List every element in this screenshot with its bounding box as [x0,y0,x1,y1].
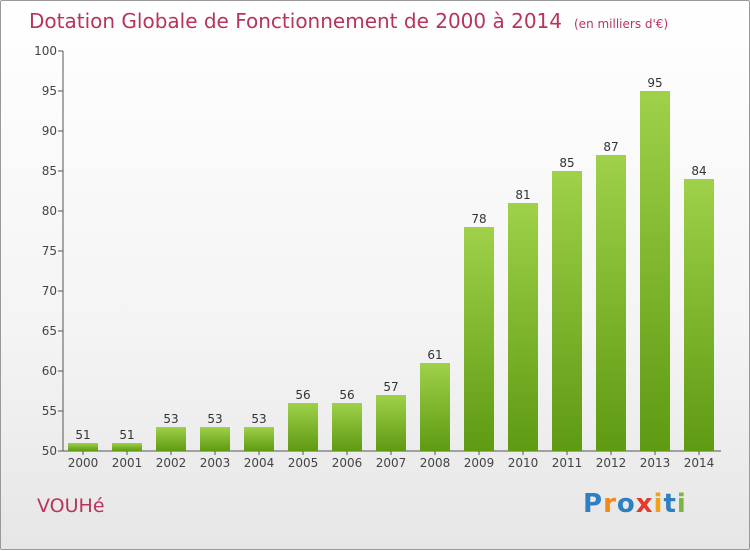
x-tick-label: 2014 [684,456,715,470]
data-label: 53 [163,412,178,426]
x-tick-label: 2004 [244,456,275,470]
data-label: 81 [515,188,530,202]
logo-letter: i [676,489,687,519]
x-tick-label: 2013 [640,456,671,470]
data-label: 53 [207,412,222,426]
logo-letter: i [653,489,664,519]
data-label: 87 [603,140,618,154]
y-tick-label: 55 [42,404,57,418]
bar [112,443,142,451]
logo-letter: t [663,489,677,519]
bar [640,91,670,451]
chart-title: Dotation Globale de Fonctionnement de 20… [29,9,668,33]
bar [68,443,98,451]
x-tick-label: 2012 [596,456,627,470]
x-tick-label: 2002 [156,456,187,470]
data-label: 78 [471,212,486,226]
chart-title-unit: (en milliers d'€) [574,17,669,31]
x-tick-label: 2007 [376,456,407,470]
y-tick-label: 80 [42,204,57,218]
data-label: 85 [559,156,574,170]
logo-letter: P [583,489,604,519]
data-label: 95 [647,76,662,90]
data-label: 56 [339,388,354,402]
bar [596,155,626,451]
data-label: 51 [119,428,134,442]
bar [156,427,186,451]
bar [552,171,582,451]
commune-name: VOUHé [37,495,105,517]
data-label: 51 [75,428,90,442]
logo-letter: x [635,489,654,519]
data-label: 61 [427,348,442,362]
data-label: 57 [383,380,398,394]
x-tick-label: 2000 [68,456,99,470]
x-tick-label: 2008 [420,456,451,470]
y-tick-label: 70 [42,284,57,298]
y-axis: 50 55 60 65 70 75 80 85 90 95 100 [34,44,64,458]
x-tick-label: 2005 [288,456,319,470]
bars [68,91,714,451]
bar [508,203,538,451]
bar [420,363,450,451]
y-tick-label: 60 [42,364,57,378]
y-tick-label: 50 [42,444,57,458]
y-tick-label: 90 [42,124,57,138]
data-label: 84 [691,164,706,178]
y-tick-label: 65 [42,324,57,338]
logo-letter: r [603,489,617,519]
x-tick-label: 2003 [200,456,231,470]
bar [376,395,406,451]
data-label: 56 [295,388,310,402]
y-tick-label: 100 [34,44,57,58]
x-tick-label: 2006 [332,456,363,470]
x-tick-label: 2009 [464,456,495,470]
y-tick-label: 95 [42,84,57,98]
data-labels: 51 51 53 53 53 56 56 57 61 78 81 85 87 95 84 [75,76,706,442]
bar [288,403,318,451]
y-tick-label: 75 [42,244,57,258]
x-tick-label: 2011 [552,456,583,470]
x-tick-label: 2010 [508,456,539,470]
bar [464,227,494,451]
bar [244,427,274,451]
bar [332,403,362,451]
proxiti-logo[interactable]: Proxiti [583,489,687,519]
x-axis: 2000 2001 2002 2003 2004 2005 2006 2007 2008 2009… [63,450,721,470]
y-tick-label: 85 [42,164,57,178]
logo-letter: o [616,489,636,519]
x-tick-label: 2001 [112,456,143,470]
data-label: 53 [251,412,266,426]
chart-title-main: Dotation Globale de Fonctionnement de 20… [29,9,562,33]
bar [200,427,230,451]
bar [684,179,714,451]
